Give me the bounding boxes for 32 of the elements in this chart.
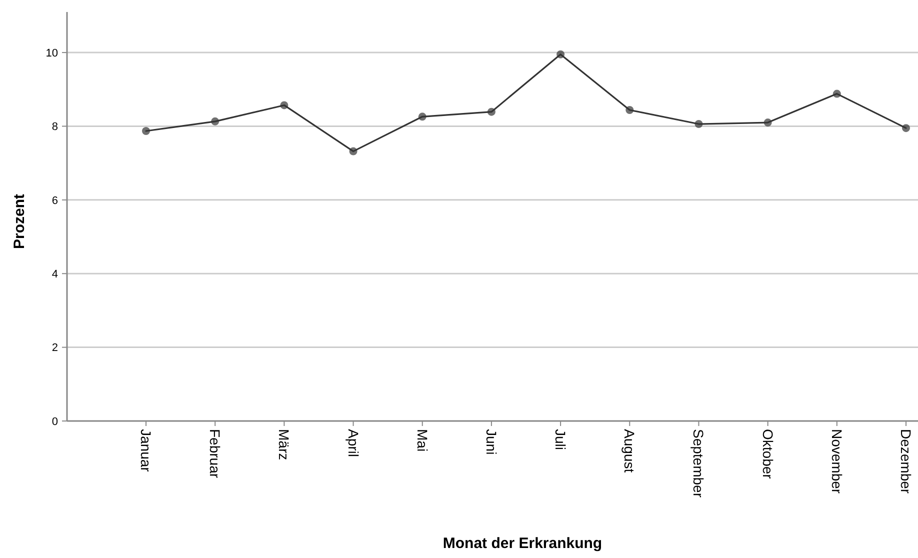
x-tick-label: Februar bbox=[207, 429, 224, 478]
point bbox=[556, 50, 565, 58]
point bbox=[832, 90, 841, 98]
point bbox=[487, 108, 496, 116]
point bbox=[902, 124, 910, 132]
x-tick-label: Januar bbox=[138, 429, 154, 472]
point bbox=[418, 112, 426, 121]
x-tick-label: April bbox=[345, 429, 362, 458]
y-axis-title: Prozent bbox=[11, 194, 28, 250]
point bbox=[280, 101, 288, 110]
x-axis-title: Monat der Erkrankung bbox=[442, 535, 602, 552]
point bbox=[694, 120, 703, 128]
y-tick-label: 0 bbox=[52, 416, 58, 428]
x-tick-label: Juni bbox=[483, 429, 500, 455]
point bbox=[211, 117, 220, 126]
x-tick-label: Dezember bbox=[898, 429, 914, 494]
point bbox=[349, 147, 358, 156]
y-tick-label: 6 bbox=[52, 194, 58, 207]
y-tick-label: 10 bbox=[46, 47, 58, 60]
point bbox=[764, 118, 772, 127]
y-tick-label: 4 bbox=[52, 268, 58, 280]
point bbox=[142, 127, 150, 136]
x-tick-label: Oktober bbox=[760, 429, 776, 480]
x-tick-label: Juli bbox=[552, 429, 569, 450]
y-tick-label: 8 bbox=[52, 121, 58, 134]
y-tick-label: 2 bbox=[52, 342, 58, 354]
point bbox=[626, 106, 634, 114]
x-tick-label: November bbox=[828, 429, 845, 494]
x-tick-label: März bbox=[276, 429, 292, 460]
x-tick-label: September bbox=[690, 429, 707, 498]
x-tick-label: August bbox=[622, 429, 638, 473]
x-tick-label: Mai bbox=[414, 429, 430, 452]
